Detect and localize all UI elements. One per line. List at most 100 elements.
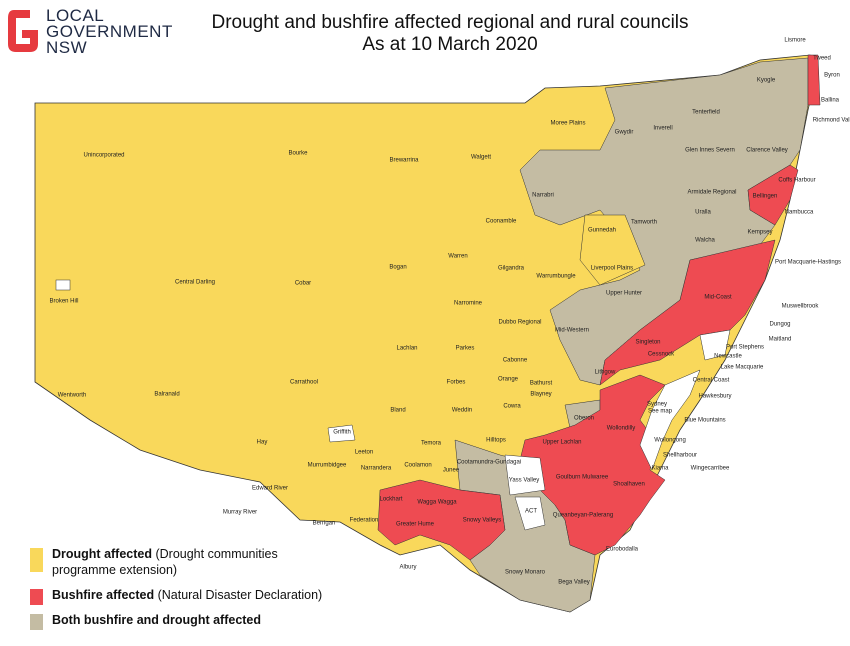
council-label: Hilltops bbox=[486, 438, 506, 444]
region-unaffected bbox=[514, 496, 546, 531]
council-label: Murrumbidgee bbox=[308, 463, 347, 469]
logo-text: NSW bbox=[46, 38, 88, 57]
council-label: Newcastle bbox=[714, 354, 742, 360]
council-label: Narrabri bbox=[532, 193, 554, 199]
logo-text: LOCAL bbox=[46, 6, 105, 25]
council-label: Byron bbox=[824, 73, 840, 79]
council-label: Singleton bbox=[635, 340, 660, 346]
council-label: Gwydir bbox=[615, 130, 634, 136]
council-label: Forbes bbox=[447, 380, 466, 386]
council-label: Glen Innes Severn bbox=[685, 148, 735, 154]
council-label: Liverpool Plains bbox=[591, 266, 633, 272]
region-drought bbox=[579, 214, 646, 286]
council-label: Shellharbour bbox=[663, 453, 697, 459]
council-label: Federation bbox=[350, 518, 379, 524]
council-label: Blayney bbox=[530, 392, 551, 398]
council-label: Upper Hunter bbox=[606, 291, 642, 297]
council-label: Richmond Valley bbox=[813, 118, 850, 124]
council-label: Coffs Harbour bbox=[778, 178, 815, 184]
council-label: Carrathool bbox=[290, 380, 318, 386]
council-label: Coonamble bbox=[486, 219, 517, 225]
council-label: Bellingen bbox=[753, 194, 778, 200]
council-label: Mid-Western bbox=[555, 328, 589, 334]
council-label: Upper Lachlan bbox=[542, 440, 581, 446]
council-label: Wollongong bbox=[654, 438, 686, 444]
legend-item: Both bushfire and drought affected bbox=[30, 612, 330, 630]
council-label: Orange bbox=[498, 377, 519, 383]
council-label: Warren bbox=[448, 254, 467, 260]
legend-note: (Natural Disaster Declaration) bbox=[154, 588, 323, 602]
council-label: Kyogle bbox=[757, 78, 776, 84]
council-label: Ballina bbox=[821, 98, 840, 104]
region-unaffected bbox=[55, 279, 71, 291]
council-label: Snowy Valleys bbox=[463, 518, 502, 524]
council-label: Central Darling bbox=[175, 280, 215, 286]
council-label: Lake Macquarie bbox=[721, 365, 764, 371]
council-label: Dubbo Regional bbox=[498, 320, 541, 326]
council-label: ACT bbox=[525, 509, 537, 515]
council-label: Maitland bbox=[769, 337, 792, 343]
council-label: Berrigan bbox=[313, 521, 336, 527]
region-bushfire bbox=[599, 239, 776, 386]
council-label: Clarence Valley bbox=[746, 148, 788, 154]
council-label: Unincorporated bbox=[83, 153, 124, 159]
council-label: Snowy Monaro bbox=[505, 570, 546, 576]
council-label: See map bbox=[648, 409, 673, 415]
council-label: Lithgow bbox=[595, 370, 616, 376]
legend-swatch bbox=[30, 614, 43, 630]
council-label: Lismore bbox=[784, 38, 806, 44]
council-label: Dungog bbox=[769, 322, 790, 328]
region-bushfire bbox=[747, 164, 799, 226]
council-label: Lockhart bbox=[379, 497, 402, 503]
title: Drought and bushfire affected regional a… bbox=[150, 12, 750, 56]
council-label: Walcha bbox=[695, 238, 715, 244]
council-label: Edward River bbox=[252, 486, 288, 492]
council-label: Kiama bbox=[651, 466, 669, 472]
council-label: Oberon bbox=[574, 416, 594, 422]
council-label: Shoalhaven bbox=[613, 482, 645, 488]
council-label: Broken Hill bbox=[49, 299, 78, 305]
council-label: Balranald bbox=[154, 392, 179, 398]
legend-swatch bbox=[30, 548, 43, 572]
council-label: Armidale Regional bbox=[687, 190, 736, 196]
council-label: Coolamon bbox=[404, 463, 431, 469]
council-label: Eurobodalla bbox=[606, 547, 639, 553]
region-unaffected bbox=[699, 329, 731, 361]
region-unaffected bbox=[639, 369, 701, 471]
council-label: Wentworth bbox=[58, 393, 87, 399]
council-label: Wingecarribee bbox=[691, 466, 730, 472]
council-label: Sydney bbox=[647, 402, 667, 408]
council-label: Tenterfield bbox=[692, 110, 720, 116]
legend-item: Bushfire affected (Natural Disaster Decl… bbox=[30, 587, 330, 605]
council-label: Port Macquarie-Hastings bbox=[775, 260, 841, 266]
council-label: Gunnedah bbox=[588, 228, 616, 234]
council-label: Queanbeyan-Palerang bbox=[553, 513, 613, 519]
legend-label: Bushfire affected bbox=[52, 588, 155, 602]
council-label: Lachlan bbox=[396, 346, 417, 352]
region-unaffected bbox=[327, 424, 356, 443]
council-label: Muswellbrook bbox=[782, 304, 820, 310]
council-label: Cobar bbox=[295, 281, 311, 287]
logo-text: GOVERNMENT bbox=[46, 22, 173, 41]
legend-swatch bbox=[30, 589, 43, 605]
region-bushfire bbox=[807, 54, 821, 106]
council-label: Greater Hume bbox=[396, 522, 435, 528]
council-label: Cowra bbox=[503, 404, 521, 410]
council-label: Cootamundra-Gundagai bbox=[457, 460, 521, 466]
legend-item: Drought affected (Drought communities pr… bbox=[30, 546, 330, 578]
region-bushfire bbox=[519, 374, 666, 556]
council-label: Mid-Coast bbox=[704, 295, 732, 301]
council-label: Bourke bbox=[288, 151, 308, 157]
council-label: Goulburn Mulwaree bbox=[556, 475, 609, 481]
council-label: Weddin bbox=[452, 408, 472, 414]
council-label: Cabonne bbox=[503, 358, 528, 364]
council-label: Gilgandra bbox=[498, 266, 525, 272]
logo: LOCAL GOVERNMENT NSW bbox=[6, 6, 176, 58]
council-label: Warrumbungle bbox=[536, 274, 576, 280]
region-unaffected bbox=[504, 454, 546, 496]
legend-label: Drought affected bbox=[52, 547, 152, 561]
subtitle: As at 10 March 2020 bbox=[362, 34, 538, 55]
council-label: Nambucca bbox=[785, 210, 814, 216]
council-label: Wollondilly bbox=[607, 426, 636, 432]
